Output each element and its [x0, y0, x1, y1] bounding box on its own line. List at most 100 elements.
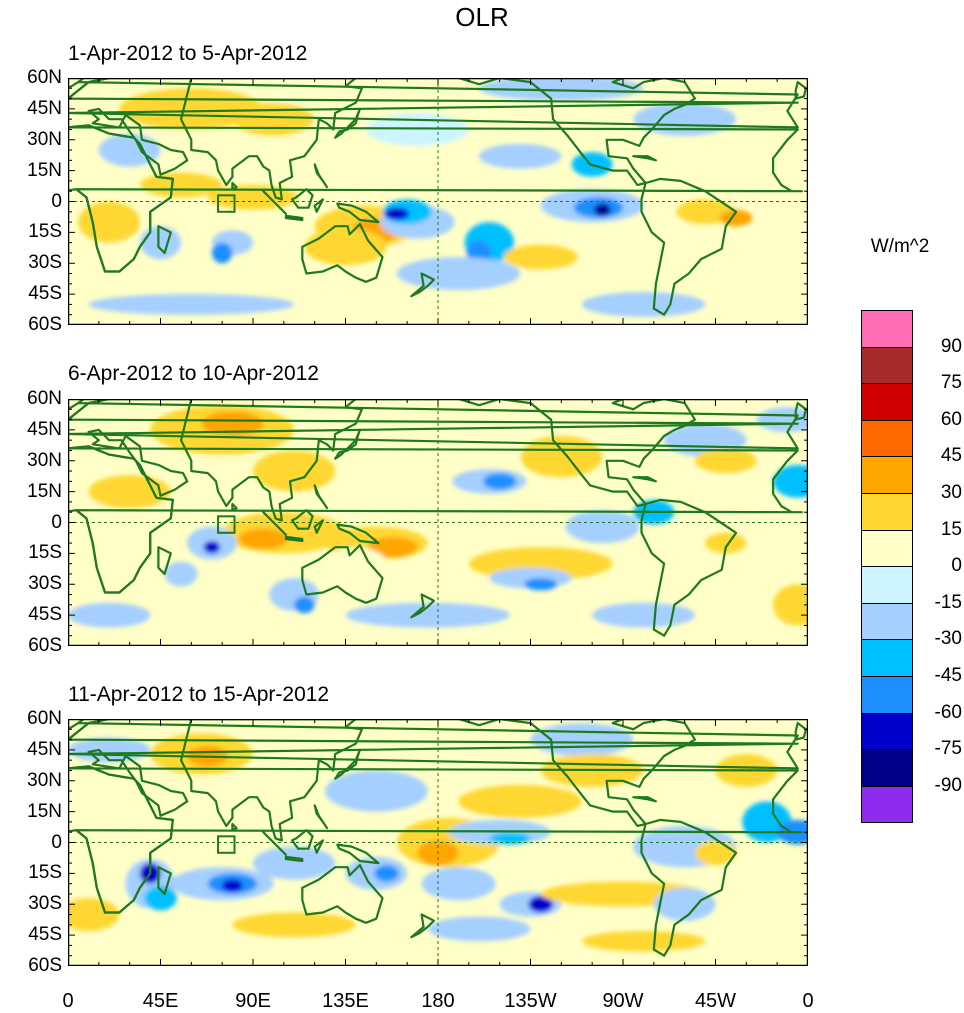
coastline [231, 181, 238, 191]
coastline [301, 864, 384, 924]
colorbar-label: -15 [934, 591, 962, 613]
colorbar-label: 75 [940, 372, 962, 394]
coastline [179, 719, 363, 842]
coastline [313, 804, 329, 830]
anomaly-region [458, 784, 582, 818]
coastline [284, 214, 304, 222]
coastline [410, 593, 435, 619]
anomaly-region [384, 207, 410, 221]
anomaly-region [664, 423, 747, 457]
anomaly-region [68, 737, 151, 763]
anomaly-region [479, 78, 644, 101]
panel-title-2: 6-Apr-2012 to 10-Apr-2012 [68, 362, 319, 385]
anomaly-region [238, 528, 288, 550]
coastline [291, 509, 314, 530]
lat-label: 15N [27, 480, 62, 502]
lat-label: 0 [51, 511, 62, 533]
coastline [632, 155, 658, 162]
lat-label: 60N [27, 67, 62, 88]
anomaly-region [530, 723, 634, 757]
coastline [632, 476, 658, 483]
coastline [68, 445, 174, 594]
coastline [334, 107, 361, 139]
lon-label: 0 [802, 990, 814, 1012]
anomaly-region [294, 596, 315, 614]
colorbar-label: -30 [934, 628, 962, 650]
lon-label: 45W [694, 990, 737, 1012]
map-panel-2 [68, 399, 808, 646]
lat-label: 60S [28, 635, 62, 656]
coastline [334, 428, 361, 460]
coastline [68, 399, 440, 436]
lat-label: 30N [27, 128, 62, 150]
anomaly-region [324, 547, 387, 581]
colorbar-label: 90 [940, 335, 962, 357]
coastline [794, 80, 808, 100]
region-box [217, 194, 236, 213]
colorbar-label: 0 [951, 555, 962, 577]
anomaly-region [396, 257, 521, 291]
anomaly-region [565, 510, 640, 544]
coastline [157, 546, 172, 576]
lon-label: 135E [322, 990, 369, 1012]
lat-label: 45N [27, 418, 62, 440]
colorbar-swatch [861, 456, 913, 494]
colorbar-swatch [861, 785, 913, 824]
lon-label: 90E [235, 990, 271, 1012]
anomaly-region [139, 172, 223, 198]
lon-label: 0 [62, 990, 74, 1012]
coastline [157, 866, 172, 896]
coastline [68, 124, 174, 273]
lon-label: 180 [421, 990, 455, 1012]
colorbar-label: -75 [934, 738, 962, 760]
coastline [794, 721, 808, 741]
lat-label: 0 [51, 831, 62, 853]
anomaly-region [592, 602, 695, 628]
lat-label: 30S [28, 252, 62, 274]
anomaly-region [479, 143, 562, 169]
lat-label: 15S [28, 542, 62, 564]
colorbar-swatch [861, 712, 913, 751]
anomaly-region [345, 602, 510, 628]
anomaly-region [773, 584, 808, 626]
coastline [313, 484, 329, 510]
lat-label: 15S [28, 862, 62, 884]
coastline [410, 913, 435, 939]
lat-label: 30N [27, 449, 62, 471]
coastline [313, 519, 324, 534]
anomaly-region [705, 532, 747, 554]
coastline [231, 502, 238, 512]
anomaly-region [253, 450, 336, 492]
coastline [640, 177, 738, 316]
region-box [217, 515, 236, 534]
coastline [336, 202, 380, 224]
lon-label: 135W [504, 990, 557, 1012]
lat-label: 15S [28, 221, 62, 243]
colorbar-swatch [861, 639, 913, 677]
coastline [179, 78, 363, 201]
lat-label: 30S [28, 893, 62, 915]
coastline [157, 225, 172, 255]
coastline [68, 78, 440, 115]
anomaly-region [203, 541, 221, 554]
coastline [262, 190, 287, 215]
lon-label: 45E [142, 990, 179, 1012]
anomaly-region [144, 885, 177, 911]
anomaly-region [528, 896, 554, 913]
colorbar-swatch [861, 566, 913, 604]
anomaly-region [232, 102, 315, 136]
anomaly-region [253, 846, 336, 880]
coastline [68, 765, 174, 914]
anomaly-region [368, 536, 418, 558]
coastline [640, 818, 738, 957]
anomaly-region [427, 916, 531, 942]
lat-label: 45N [27, 738, 62, 760]
lat-label: 30N [27, 769, 62, 791]
anomaly-region [211, 242, 233, 264]
anomaly-region [374, 865, 399, 882]
coastline [284, 535, 304, 543]
anomaly-region [201, 411, 264, 437]
panel-title-1: 1-Apr-2012 to 5-Apr-2012 [68, 42, 308, 65]
colorbar-swatch [861, 383, 913, 421]
coastline [291, 188, 314, 209]
